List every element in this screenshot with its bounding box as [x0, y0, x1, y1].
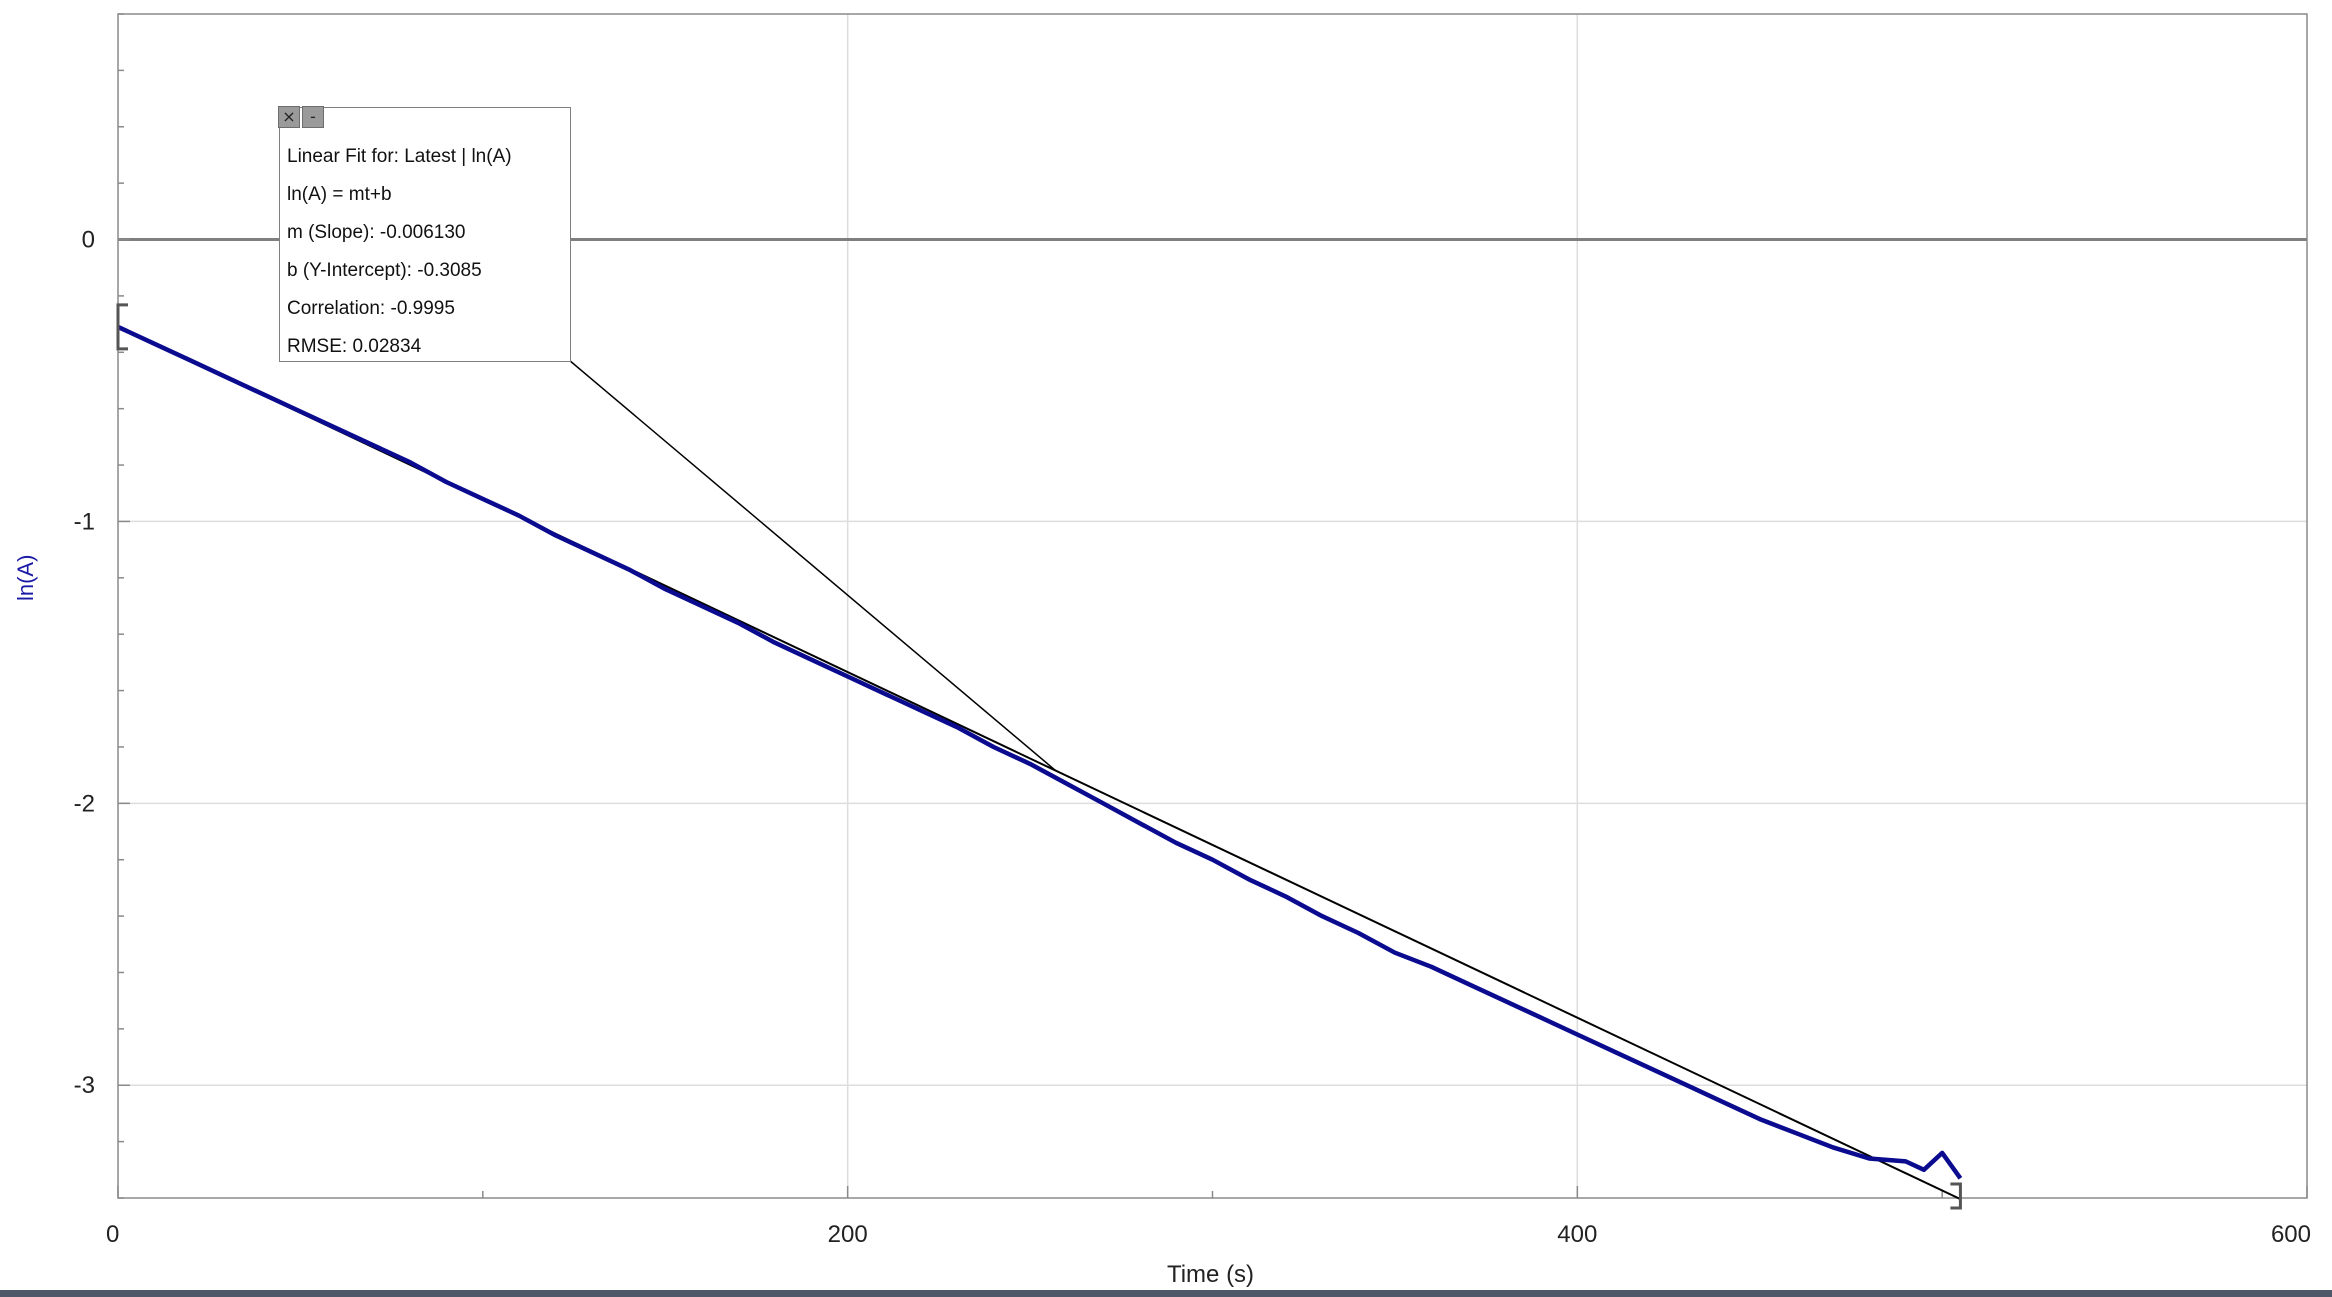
fit-slope: m (Slope): -0.006130: [287, 222, 466, 243]
y-tick-label: -2: [74, 790, 95, 817]
fit-rmse: RMSE: 0.02834: [287, 336, 422, 357]
fit-annotation-pointer: [568, 359, 1057, 772]
x-axis-title: Time (s): [1167, 1261, 1254, 1288]
fit-text-lines: Linear Fit for: Latest | ln(A) ln(A) = m…: [287, 138, 512, 366]
fit-range-brackets: [116, 303, 1962, 1210]
y-tick-label: -1: [74, 508, 95, 535]
x-tick-label: 0: [106, 1221, 119, 1248]
window-bottom-edge: [0, 1290, 2332, 1297]
data-series-line: [117, 324, 1963, 1180]
y-tick-label: -3: [74, 1072, 95, 1099]
x-tick-label: 200: [828, 1221, 868, 1248]
fit-correlation: Correlation: -0.9995: [287, 298, 455, 319]
linear-fit-annotation[interactable]: × ‐ Linear Fit for: Latest | ln(A) ln(A)…: [278, 106, 571, 362]
grid-lines: [118, 14, 2307, 1198]
minimize-icon[interactable]: ‐: [302, 106, 324, 128]
close-icon[interactable]: ×: [278, 106, 300, 128]
x-tick-label: 600: [2271, 1221, 2311, 1248]
fit-equation: ln(A) = mt+b: [287, 184, 392, 205]
axis-ticks: 0 200 400 600 0 -1 -2 -3: [74, 13, 2311, 1248]
fit-title: Linear Fit for: Latest | ln(A): [287, 146, 512, 167]
y-tick-label: 0: [82, 227, 95, 254]
fit-range-start-bracket: [116, 303, 128, 351]
annotation-controls: × ‐: [278, 106, 324, 132]
fit-intercept: b (Y-Intercept): -0.3085: [287, 260, 482, 281]
x-tick-label: 400: [1557, 1221, 1597, 1248]
y-axis-title: ln(A): [13, 555, 38, 601]
fit-range-end-bracket: [1950, 1182, 1962, 1210]
